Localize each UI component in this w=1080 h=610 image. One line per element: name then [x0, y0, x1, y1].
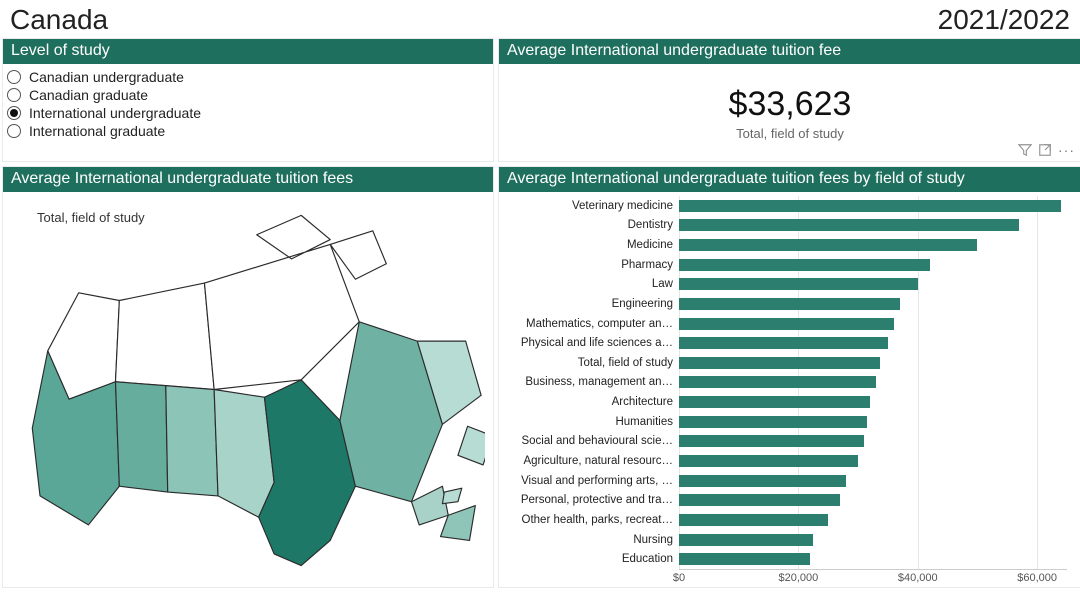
- level-option[interactable]: International graduate: [7, 122, 489, 140]
- map-title: Average International undergraduate tuit…: [3, 167, 493, 192]
- bar[interactable]: [679, 534, 813, 546]
- kpi-panel: Average International undergraduate tuit…: [498, 38, 1080, 162]
- bar-category-label: Agriculture, natural resourc…: [503, 451, 679, 471]
- province-on[interactable]: [259, 380, 356, 566]
- bar-category-label: Education: [503, 549, 679, 569]
- bar[interactable]: [679, 318, 894, 330]
- level-option[interactable]: Canadian undergraduate: [7, 68, 489, 86]
- bar-category-label: Personal, protective and tra…: [503, 490, 679, 510]
- bar-category-label: Mathematics, computer an…: [503, 314, 679, 334]
- bar-category-label: Medicine: [503, 235, 679, 255]
- bar[interactable]: [679, 278, 918, 290]
- bar[interactable]: [679, 376, 876, 388]
- bar[interactable]: [679, 435, 864, 447]
- bar-category-label: Visual and performing arts, …: [503, 471, 679, 491]
- bar-category-label: Social and behavioural scie…: [503, 432, 679, 452]
- bar-category-label: Total, field of study: [503, 353, 679, 373]
- bar[interactable]: [679, 396, 870, 408]
- level-option-label: International undergraduate: [29, 105, 201, 121]
- bar-category-label: Nursing: [503, 530, 679, 550]
- kpi-title: Average International undergraduate tuit…: [499, 39, 1080, 64]
- province-ab[interactable]: [115, 382, 167, 492]
- bar[interactable]: [679, 475, 846, 487]
- level-of-study-options: Canadian undergraduate Canadian graduate I…: [3, 64, 493, 161]
- bar[interactable]: [679, 514, 828, 526]
- level-option-label: Canadian graduate: [29, 87, 148, 103]
- focus-mode-icon[interactable]: [1038, 143, 1052, 157]
- bar-category-label: Architecture: [503, 392, 679, 412]
- x-axis-tick: $20,000: [778, 572, 818, 584]
- x-axis-tick: $40,000: [898, 572, 938, 584]
- radio-icon: [7, 124, 21, 138]
- kpi-value: $33,623: [729, 85, 852, 124]
- map-caption: Total, field of study: [37, 210, 145, 225]
- province-nb[interactable]: [411, 486, 448, 525]
- more-options-icon[interactable]: ···: [1058, 143, 1075, 157]
- bar-category-label: Law: [503, 275, 679, 295]
- bar-category-label: Physical and life sciences a…: [503, 333, 679, 353]
- level-option[interactable]: Canadian graduate: [7, 86, 489, 104]
- level-of-study-panel: Level of study Canadian undergraduateCan…: [2, 38, 494, 162]
- bar[interactable]: [679, 219, 1019, 231]
- bar[interactable]: [679, 259, 930, 271]
- bar[interactable]: [679, 298, 900, 310]
- bar-chart-panel: Average International undergraduate tuit…: [498, 166, 1080, 588]
- province-nt[interactable]: [115, 283, 214, 389]
- bar-chart: Veterinary medicineDentistryMedicinePhar…: [503, 196, 1067, 587]
- bar[interactable]: [679, 200, 1061, 212]
- bar[interactable]: [679, 416, 867, 428]
- bar[interactable]: [679, 494, 840, 506]
- x-axis-tick: $60,000: [1017, 572, 1057, 584]
- province-mb[interactable]: [214, 390, 274, 518]
- bar-category-label: Veterinary medicine: [503, 196, 679, 216]
- visual-toolbar: ···: [1018, 143, 1075, 157]
- bar-category-label: Dentistry: [503, 216, 679, 236]
- map-panel: Average International undergraduate tuit…: [2, 166, 494, 588]
- country-title: Canada: [10, 4, 108, 36]
- bar[interactable]: [679, 357, 880, 369]
- bar-category-label: Engineering: [503, 294, 679, 314]
- bar-category-label: Other health, parks, recreat…: [503, 510, 679, 530]
- year-title: 2021/2022: [938, 4, 1070, 36]
- province-sk[interactable]: [166, 386, 218, 496]
- filter-icon[interactable]: [1018, 143, 1032, 157]
- bar[interactable]: [679, 337, 888, 349]
- bar[interactable]: [679, 455, 858, 467]
- level-of-study-title: Level of study: [3, 39, 493, 64]
- radio-icon: [7, 106, 21, 120]
- bar[interactable]: [679, 239, 977, 251]
- radio-icon: [7, 70, 21, 84]
- level-option-label: International graduate: [29, 123, 165, 139]
- level-option-label: Canadian undergraduate: [29, 69, 184, 85]
- bar[interactable]: [679, 553, 810, 565]
- level-option[interactable]: International undergraduate: [7, 104, 489, 122]
- bar-category-label: Humanities: [503, 412, 679, 432]
- header-row: Canada 2021/2022: [0, 0, 1080, 38]
- radio-icon: [7, 88, 21, 102]
- bar-chart-title: Average International undergraduate tuit…: [499, 167, 1080, 192]
- bar-category-label: Pharmacy: [503, 255, 679, 275]
- canada-map: [11, 196, 485, 583]
- kpi-subtitle: Total, field of study: [736, 126, 844, 141]
- bar-category-label: Business, management an…: [503, 373, 679, 393]
- x-axis-tick: $0: [673, 572, 685, 584]
- province-pe[interactable]: [442, 488, 461, 503]
